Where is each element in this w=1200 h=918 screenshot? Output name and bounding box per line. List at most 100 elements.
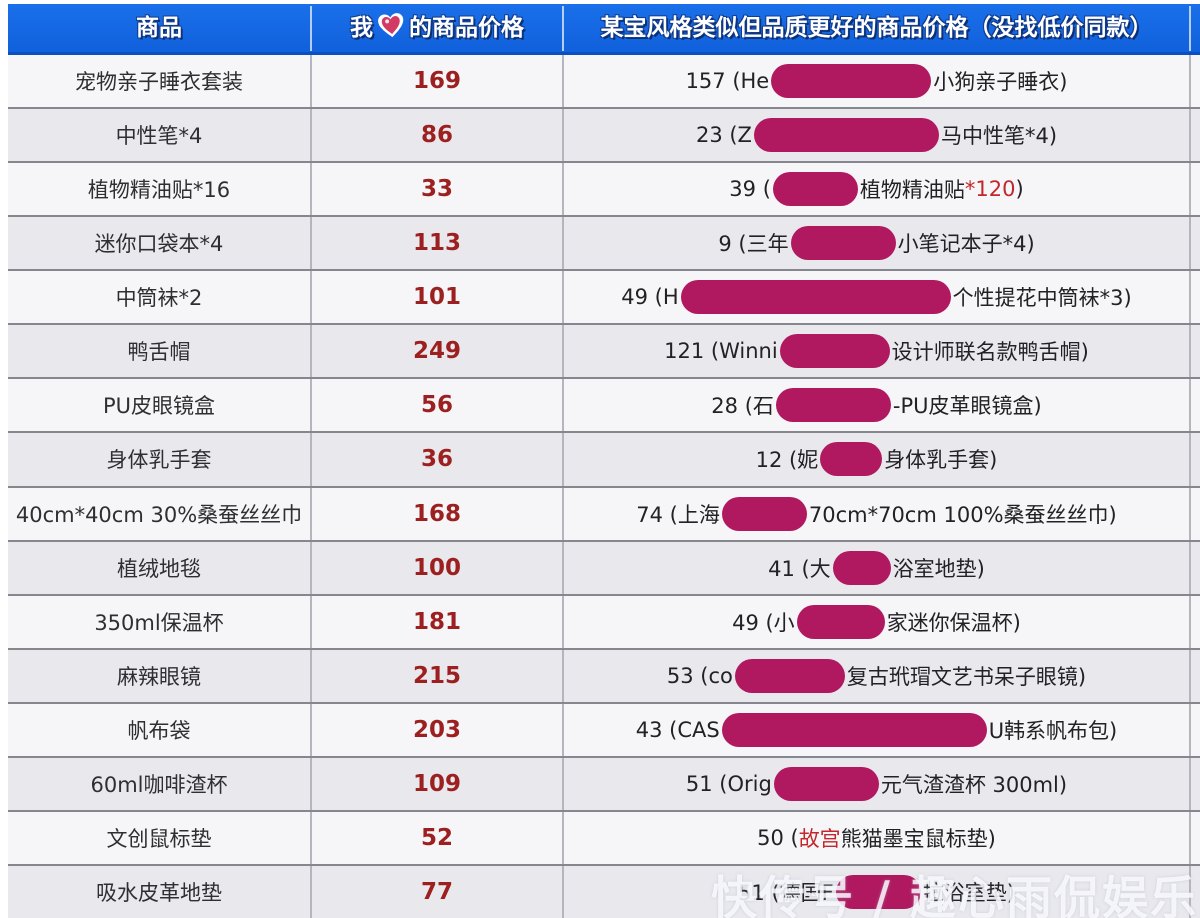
- compare-text: 浴室地垫): [892, 556, 985, 581]
- compare-text: 121 (Winni: [664, 339, 778, 364]
- my-price-cell: 36: [312, 433, 564, 486]
- compare-text: 复古玳瑁文艺书呆子眼镜): [846, 664, 1087, 689]
- my-price-cell: 168: [312, 487, 564, 540]
- compare-text: -PU皮革眼镜盒): [892, 394, 1042, 419]
- product-name-cell: 中筒袜*2: [8, 271, 312, 324]
- spacer-cell: [1191, 217, 1200, 269]
- product-name-cell: 吸水皮革地垫: [8, 865, 312, 918]
- product-name-cell: 帆布袋: [8, 703, 312, 756]
- my-price-cell: 215: [312, 649, 564, 702]
- compare-text: 28 (石: [711, 394, 774, 419]
- compare-text: 马中性笔*4): [940, 124, 1058, 149]
- redaction-blob: [835, 874, 921, 909]
- compare-text: 51 (Orig: [685, 771, 772, 796]
- redaction-blob: [820, 442, 883, 477]
- compare-text: 故宫: [798, 826, 841, 851]
- redaction-blob: [796, 604, 885, 639]
- redaction-blob: [721, 712, 987, 747]
- compare-price-cell: 51 (德国F 拉浴室垫): [564, 865, 1191, 918]
- spacer-cell: [1191, 163, 1200, 215]
- header-compare: 某宝风格类似但品质更好的商品价格（没找低价同款）: [564, 5, 1191, 51]
- compare-text: 23 (Z: [695, 123, 752, 148]
- compare-text: 49 (小: [732, 610, 795, 635]
- compare-text: 设计师联名款鸭舌帽): [891, 340, 1089, 365]
- table-row: 植物精油贴*16 33 39 (植物精油贴 *120): [8, 161, 1200, 216]
- my-price-cell: 181: [312, 595, 564, 648]
- redaction-blob: [832, 550, 891, 585]
- spacer-cell: [1191, 596, 1200, 648]
- spacer-cell: [1191, 488, 1200, 540]
- table-row: 帆布袋 203 43 (CAS U韩系帆布包): [8, 701, 1200, 756]
- header-my-price-suffix: 的商品价格: [409, 14, 524, 41]
- compare-text: 小狗亲子睡衣): [933, 70, 1068, 95]
- compare-text: 41 (大: [768, 556, 831, 581]
- compare-price-cell: 49 (小 家迷你保温杯): [564, 595, 1191, 648]
- product-name-cell: 迷你口袋本*4: [8, 217, 312, 270]
- table-row: PU皮眼镜盒 56 28 (石 -PU皮革眼镜盒): [8, 377, 1200, 432]
- redaction-blob: [771, 64, 932, 99]
- compare-text: 拉浴室垫): [922, 880, 1015, 905]
- product-name-cell: 60ml咖啡渣杯: [8, 757, 312, 810]
- compare-price-cell: 51 (Orig 元气渣渣杯 300ml): [564, 757, 1191, 810]
- product-name-cell: 350ml保温杯: [8, 595, 312, 648]
- compare-price-cell: 43 (CAS U韩系帆布包): [564, 703, 1191, 756]
- compare-text: 身体乳手套): [884, 448, 998, 473]
- compare-price-cell: 28 (石 -PU皮革眼镜盒): [564, 379, 1191, 432]
- watermark: 快传号 / 趣心雨侃娱乐: [711, 871, 1198, 918]
- spacer-cell: [1191, 650, 1200, 702]
- compare-text: 12 (妮: [755, 448, 819, 473]
- table-row: 迷你口袋本*4 113 9 (三年 小笔记本子*4): [8, 215, 1200, 270]
- compare-price-cell: 157 (He 小狗亲子睡衣): [564, 55, 1191, 108]
- product-name-cell: 文创鼠标垫: [8, 811, 312, 864]
- compare-price-cell: 9 (三年 小笔记本子*4): [564, 217, 1191, 270]
- spacer-cell: [1191, 812, 1200, 864]
- compare-text: U韩系帆布包): [988, 718, 1118, 743]
- my-price-cell: 100: [312, 541, 564, 594]
- compare-text: 39 (: [729, 177, 771, 202]
- compare-text: 157 (He: [685, 69, 770, 94]
- table-row: 中性笔*4 86 23 (Z 马中性笔*4): [8, 107, 1200, 162]
- spacer-cell: [1191, 704, 1200, 756]
- header-my-price: 我 的商品价格: [312, 5, 564, 51]
- compare-text: 元气渣渣杯 300ml): [880, 772, 1068, 797]
- my-price-cell: 52: [312, 811, 564, 864]
- table-row: 宠物亲子睡衣套装 169 157 (He 小狗亲子睡衣): [8, 55, 1200, 108]
- spacer-cell: [1191, 379, 1200, 431]
- compare-text: 个性提花中筒袜*3): [952, 286, 1132, 311]
- spacer-cell: [1191, 542, 1200, 594]
- compare-text: 小笔记本子*4): [897, 232, 1035, 257]
- compare-price-cell: 50 (故宫 熊猫墨宝鼠标垫): [564, 811, 1191, 864]
- my-price-cell: 86: [312, 109, 564, 162]
- compare-price-cell: 23 (Z 马中性笔*4): [564, 109, 1191, 162]
- product-name-cell: 中性笔*4: [8, 109, 312, 162]
- table-row: 鸭舌帽 249 121 (Winni 设计师联名款鸭舌帽): [8, 323, 1200, 378]
- compare-text: 51 (德国F: [738, 880, 834, 905]
- header-my-price-prefix: 我: [350, 14, 373, 41]
- compare-text: 70cm*70cm 100%桑蚕丝丝巾): [808, 502, 1117, 527]
- my-price-cell: 77: [312, 865, 564, 918]
- compare-price-cell: 49 (H 个性提花中筒袜*3): [564, 271, 1191, 324]
- compare-text: 50 (: [757, 825, 799, 850]
- my-price-cell: 56: [312, 379, 564, 432]
- spacer-cell: [1191, 55, 1200, 107]
- redaction-blob: [779, 334, 890, 369]
- table-row: 文创鼠标垫 52 50 (故宫 熊猫墨宝鼠标垫): [8, 809, 1200, 864]
- spacer-cell: [1191, 325, 1200, 377]
- table-body: 宠物亲子睡衣套装 169 157 (He 小狗亲子睡衣) 中性笔*4 86 23 (Z 马中性…: [8, 55, 1200, 918]
- product-name-cell: 植物精油贴*16: [8, 163, 312, 216]
- compare-text: 植物精油贴: [859, 178, 965, 203]
- table-row: 60ml咖啡渣杯 109 51 (Orig 元气渣渣杯 300ml): [8, 755, 1200, 810]
- product-name-cell: 植绒地毯: [8, 541, 312, 594]
- product-name-cell: 身体乳手套: [8, 433, 312, 486]
- spacer-cell: [1191, 433, 1200, 485]
- my-price-cell: 101: [312, 271, 564, 324]
- product-name-cell: 麻辣眼镜: [8, 649, 312, 702]
- table-row: 麻辣眼镜 215 53 (co 复古玳瑁文艺书呆子眼镜): [8, 647, 1200, 702]
- heart-icon: [375, 8, 408, 38]
- compare-text: 74 (上海: [636, 502, 720, 527]
- product-name-cell: PU皮眼镜盒: [8, 379, 312, 432]
- compare-text: 9 (三年: [718, 232, 789, 257]
- redaction-blob: [773, 766, 879, 801]
- compare-price-cell: 53 (co 复古玳瑁文艺书呆子眼镜): [564, 649, 1191, 702]
